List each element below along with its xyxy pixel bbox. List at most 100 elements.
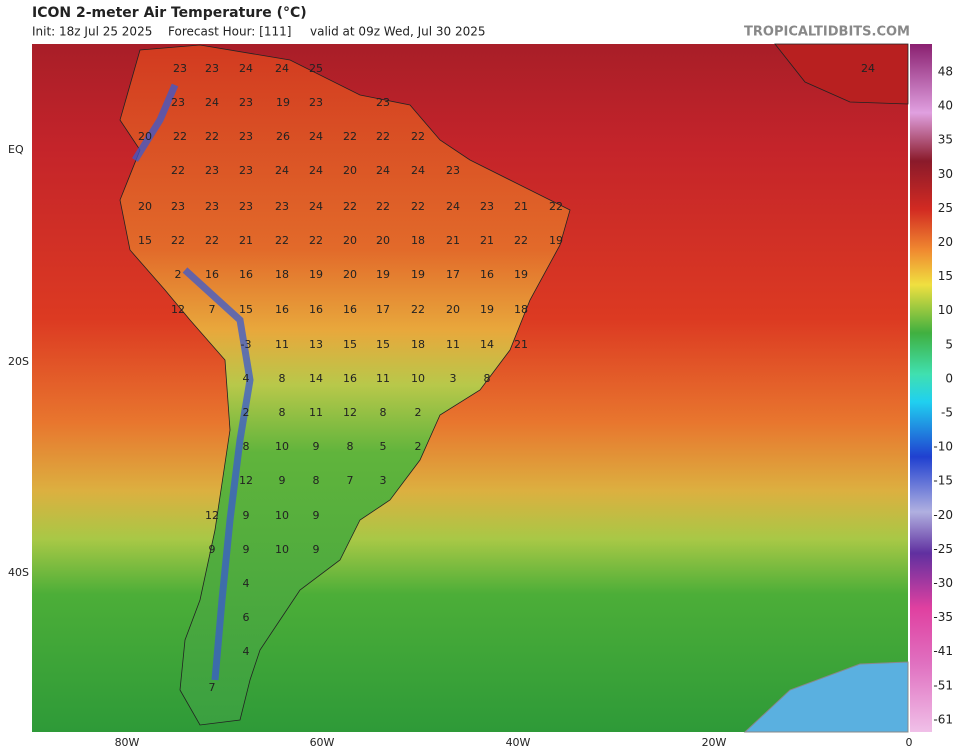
station-value: 20 [343, 268, 357, 281]
station-value: 23 [171, 96, 185, 109]
colorbar-label: 10 [938, 303, 953, 317]
station-value: 18 [411, 234, 425, 247]
south-america [119, 44, 571, 726]
station-value: 12 [343, 406, 357, 419]
station-value: 26 [276, 130, 290, 143]
station-value: 13 [309, 338, 323, 351]
colorbar-label: -25 [933, 542, 953, 556]
colorbar-label: 5 [945, 337, 953, 351]
station-value: 19 [309, 268, 323, 281]
station-value: 9 [279, 474, 286, 487]
station-value: 20 [138, 130, 152, 143]
station-value: 22 [376, 200, 390, 213]
station-value: 14 [480, 338, 494, 351]
antarctica [743, 661, 909, 733]
station-value: 16 [343, 303, 357, 316]
station-value: 7 [209, 303, 216, 316]
station-value: 4 [243, 645, 250, 658]
station-value: 22 [411, 130, 425, 143]
station-value: 22 [205, 130, 219, 143]
station-value: 19 [411, 268, 425, 281]
longitude-label: 40W [506, 736, 531, 749]
andes [132, 83, 254, 681]
station-value: 19 [480, 303, 494, 316]
colorbar-label: -10 [933, 440, 953, 454]
station-value: 5 [380, 440, 387, 453]
station-value: 20 [376, 234, 390, 247]
colorbar-label: 30 [938, 167, 953, 181]
colorbar-label: 0 [945, 371, 953, 385]
station-value: 19 [376, 268, 390, 281]
station-value: 23 [171, 200, 185, 213]
station-value: 22 [411, 303, 425, 316]
africa [774, 43, 909, 105]
station-value: 10 [275, 440, 289, 453]
colorbar-label: 25 [938, 201, 953, 215]
station-value: 22 [343, 200, 357, 213]
longitude-label: 20W [702, 736, 727, 749]
station-value: 16 [309, 303, 323, 316]
station-value: 2 [175, 268, 182, 281]
station-value: 10 [275, 509, 289, 522]
colorbar-label: -41 [933, 644, 953, 658]
station-value: 22 [411, 200, 425, 213]
latitude-label: EQ [8, 143, 24, 156]
station-value: 9 [209, 543, 216, 556]
station-value: 24 [275, 62, 289, 75]
station-value: 22 [376, 130, 390, 143]
station-value: 8 [279, 372, 286, 385]
station-value: 16 [275, 303, 289, 316]
station-value: 9 [243, 543, 250, 556]
station-value: 23 [173, 62, 187, 75]
station-value: 22 [343, 130, 357, 143]
station-value: 9 [313, 543, 320, 556]
station-value: 21 [446, 234, 460, 247]
colorbar-label: 40 [938, 99, 953, 113]
station-value: 25 [309, 62, 323, 75]
station-value: 8 [484, 372, 491, 385]
station-value: 22 [514, 234, 528, 247]
colorbar-label: -51 [933, 678, 953, 692]
station-value: 21 [480, 234, 494, 247]
station-value: 8 [279, 406, 286, 419]
station-value: 3 [450, 372, 457, 385]
station-value: 23 [205, 164, 219, 177]
station-value: 9 [313, 440, 320, 453]
station-value: 10 [411, 372, 425, 385]
station-value: 24 [309, 130, 323, 143]
station-value: 16 [205, 268, 219, 281]
station-value: 11 [446, 338, 460, 351]
station-value: 24 [309, 200, 323, 213]
station-value: 15 [343, 338, 357, 351]
station-value: 16 [480, 268, 494, 281]
colorbar-label: -61 [933, 712, 953, 726]
station-value: 22 [275, 234, 289, 247]
station-value: 3 [380, 474, 387, 487]
station-value: 2 [243, 406, 250, 419]
station-value: 12 [239, 474, 253, 487]
station-value: 8 [313, 474, 320, 487]
station-value: 15 [138, 234, 152, 247]
station-value: 24 [376, 164, 390, 177]
station-value: 22 [171, 234, 185, 247]
station-value: 16 [239, 268, 253, 281]
station-value: 21 [239, 234, 253, 247]
station-value: 23 [205, 62, 219, 75]
station-value: 12 [205, 509, 219, 522]
station-value: 23 [275, 200, 289, 213]
station-value: 22 [171, 164, 185, 177]
longitude-label: 80W [115, 736, 140, 749]
init: Init: 18z Jul 25 2025 [32, 25, 152, 39]
valid: valid at 09z Wed, Jul 30 2025 [310, 25, 486, 39]
labels: 80W 60W 40W 20W 0EQ20S40S484035302520151050-… [8, 62, 953, 749]
station-value: 11 [275, 338, 289, 351]
station-value: 12 [171, 303, 185, 316]
station-value: 10 [275, 543, 289, 556]
station-value: 18 [275, 268, 289, 281]
title: ICON 2-meter Air Temperature (°C) [32, 5, 307, 21]
station-value: 20 [446, 303, 460, 316]
station-value: 23 [376, 96, 390, 109]
station-value: 23 [239, 164, 253, 177]
colorbar-label: -15 [933, 474, 953, 488]
station-value: 24 [205, 96, 219, 109]
